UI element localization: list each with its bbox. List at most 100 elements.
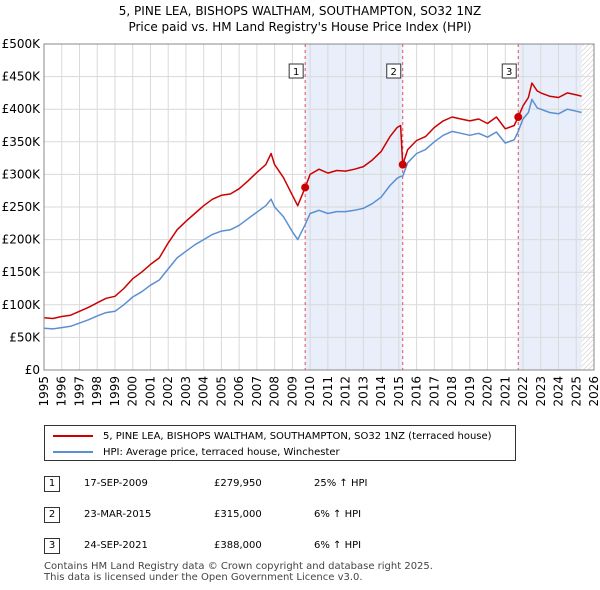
- legend-swatch-hpi: [53, 451, 93, 453]
- forecast-hatch-line: [581, 153, 594, 167]
- forecast-hatch-line: [581, 243, 594, 257]
- legend-swatch-property: [53, 435, 93, 437]
- sale-number: 3: [44, 538, 60, 554]
- sale-number: 1: [44, 476, 60, 492]
- sale-row-2: 2 23-MAR-2015 £315,000 6% ↑ HPI: [44, 507, 404, 523]
- sale-price: £279,950: [214, 478, 262, 489]
- y-tick-label: £350K: [2, 135, 42, 149]
- forecast-hatch-line: [581, 44, 594, 57]
- x-tick-label: 2018: [445, 376, 459, 407]
- forecast-hatch-line: [581, 183, 594, 197]
- x-tick-label: 2016: [410, 376, 424, 407]
- x-tick-label: 2006: [232, 376, 246, 407]
- x-tick-label: 2022: [516, 376, 530, 407]
- forecast-hatch-line: [581, 68, 594, 82]
- forecast-hatch-line: [581, 208, 594, 222]
- x-tick-label: 2019: [463, 376, 477, 407]
- forecast-hatch-line: [581, 353, 594, 367]
- legend-item-property: 5, PINE LEA, BISHOPS WALTHAM, SOUTHAMPTO…: [53, 428, 492, 444]
- footer-licence: This data is licensed under the Open Gov…: [44, 572, 363, 583]
- sale-price: £315,000: [214, 509, 262, 520]
- forecast-hatch-line: [581, 53, 594, 67]
- forecast-hatch-line: [581, 308, 594, 322]
- forecast-hatch-line: [581, 333, 594, 347]
- forecast-hatch-line: [581, 88, 594, 102]
- y-tick-label: £250K: [2, 200, 42, 214]
- forecast-hatch-line: [581, 258, 594, 272]
- property-series-line: [43, 82, 582, 320]
- forecast-hatch-line: [581, 128, 594, 142]
- forecast-hatch-line: [581, 303, 594, 317]
- price-chart: 1 2 3 £0 £50K £100K £150K £200K £250K £300K £350K £…: [2, 24, 600, 407]
- legend-label-property: 5, PINE LEA, BISHOPS WALTHAM, SOUTHAMPTO…: [103, 430, 492, 442]
- x-tick-label: 2015: [392, 376, 406, 407]
- x-tick-label: 2017: [427, 376, 441, 407]
- forecast-hatch-line: [581, 178, 594, 192]
- sale-point-1: [301, 183, 310, 192]
- forecast-hatch-line: [581, 278, 594, 292]
- forecast-hatch-line: [581, 133, 594, 147]
- forecast-hatch-line: [581, 158, 594, 172]
- legend-label-hpi: HPI: Average price, terraced house, Winc…: [103, 446, 340, 458]
- forecast-hatch-line: [587, 363, 594, 370]
- x-tick-label: 2025: [569, 376, 583, 407]
- x-tick-label: 2009: [285, 376, 299, 407]
- x-tick-label: 2004: [197, 376, 211, 407]
- sale-hpi-change: 25% ↑ HPI: [314, 478, 368, 489]
- sale-date: 23-MAR-2015: [84, 509, 152, 520]
- forecast-hatch-line: [581, 103, 594, 117]
- forecast-hatch-line: [581, 143, 594, 157]
- forecast-hatch-line: [581, 188, 594, 202]
- forecast-hatch-line: [581, 218, 594, 232]
- forecast-hatch-line: [581, 78, 594, 92]
- sale-label-2: 2: [391, 67, 397, 78]
- x-tick-label: 2021: [498, 376, 512, 407]
- forecast-hatch-line: [581, 338, 594, 352]
- x-tick-label: 2003: [179, 376, 193, 407]
- y-tick-label: £0: [25, 363, 40, 377]
- sale-number: 2: [44, 507, 60, 523]
- x-tick-label: 2024: [552, 376, 566, 407]
- y-tick-label: £100K: [2, 298, 42, 312]
- sale-hpi-change: 6% ↑ HPI: [314, 509, 362, 520]
- forecast-hatch-line: [581, 198, 594, 212]
- x-tick-label: 2005: [214, 376, 228, 407]
- forecast-hatch-line: [581, 203, 594, 217]
- sale-label-box-1: [288, 63, 304, 79]
- sale-date: 17-SEP-2009: [84, 478, 148, 489]
- x-tick-label: 2002: [161, 376, 175, 407]
- sale-label-box-3: [501, 63, 517, 79]
- forecast-hatch-line: [581, 223, 594, 237]
- x-tick-label: 2010: [303, 376, 317, 407]
- forecast-hatch-line: [581, 44, 590, 52]
- forecast-region: [581, 24, 594, 370]
- y-tick-label: £150K: [2, 265, 42, 279]
- forecast-hatch-line: [581, 148, 594, 162]
- x-tick-label: 2023: [534, 376, 548, 407]
- y-tick-label: £450K: [2, 70, 42, 84]
- chart-subtitle: Price paid vs. HM Land Registry's House …: [128, 20, 472, 34]
- forecast-hatch-line: [581, 193, 594, 207]
- y-tick-label: £50K: [9, 330, 41, 344]
- sale-label-1: 1: [293, 67, 299, 78]
- x-tick-label: 2013: [356, 376, 370, 407]
- forecast-hatch-line: [582, 24, 594, 36]
- chart-title: 5, PINE LEA, BISHOPS WALTHAM, SOUTHAMPTO…: [118, 4, 482, 18]
- y-tick-label: £300K: [2, 167, 42, 181]
- x-tick-label: 2012: [339, 376, 353, 407]
- forecast-hatch-line: [582, 358, 594, 370]
- forecast-hatch-line: [581, 268, 594, 282]
- forecast-hatch-line: [582, 29, 594, 41]
- x-tick-label: 1998: [90, 376, 104, 407]
- x-tick-label: 2026: [587, 376, 600, 407]
- forecast-hatch-line: [581, 348, 594, 362]
- forecast-hatch-line: [581, 123, 594, 137]
- forecast-hatch-line: [581, 138, 594, 152]
- forecast-hatch-line: [581, 343, 594, 357]
- forecast-hatch-line: [581, 323, 594, 337]
- forecast-hatch-line: [581, 283, 594, 297]
- forecast-hatch-line: [581, 263, 594, 277]
- forecast-hatch-line: [581, 248, 594, 262]
- x-tick-label: 1997: [72, 376, 86, 407]
- footer-copyright: Contains HM Land Registry data © Crown c…: [44, 561, 433, 572]
